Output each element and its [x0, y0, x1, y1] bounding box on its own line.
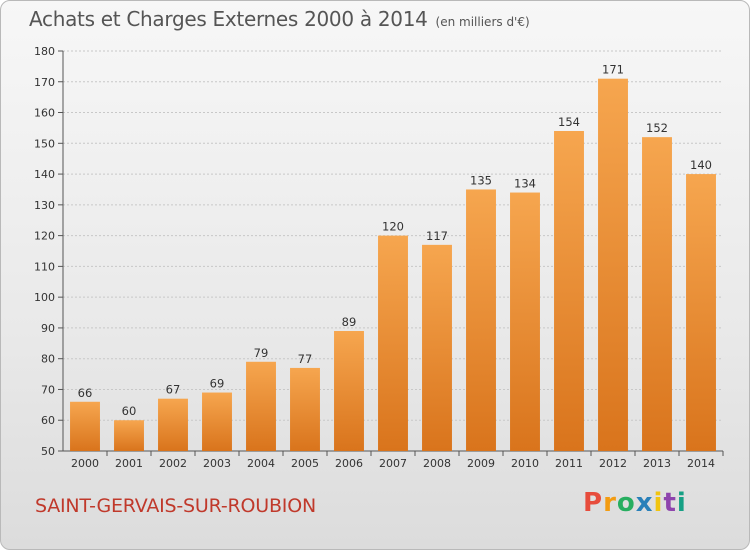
bar-2009 — [466, 189, 496, 451]
data-label-2001: 60 — [122, 404, 137, 418]
data-label-2010: 134 — [514, 177, 536, 191]
data-label-2007: 120 — [382, 220, 404, 234]
y-tick-label: 150 — [34, 137, 55, 150]
bar-2013 — [642, 137, 672, 451]
y-tick-label: 110 — [34, 260, 55, 273]
y-tick-label: 60 — [41, 414, 55, 427]
bar-2000 — [70, 401, 100, 451]
y-tick-label: 160 — [34, 107, 55, 120]
x-tick-label: 2008 — [423, 457, 451, 470]
logo-letter: r — [603, 488, 617, 518]
x-tick-label: 2002 — [159, 457, 187, 470]
y-tick-label: 80 — [41, 353, 55, 366]
x-tick-label: 2000 — [71, 457, 99, 470]
logo-letter: i — [676, 488, 687, 518]
data-label-2009: 135 — [470, 173, 492, 187]
x-tick-label: 2011 — [555, 457, 583, 470]
logo-letter: i — [653, 488, 664, 518]
x-tick-label: 2003 — [203, 457, 231, 470]
x-tick-label: 2013 — [643, 457, 671, 470]
bar-2014 — [686, 174, 716, 452]
x-tick-label: 2004 — [247, 457, 275, 470]
x-tick-label: 2009 — [467, 457, 495, 470]
logo-letter: x — [635, 488, 654, 518]
y-tick-label: 70 — [41, 383, 55, 396]
y-tick-label: 140 — [34, 168, 55, 181]
chart-unit: (en milliers d'€) — [435, 15, 530, 29]
x-tick-label: 2006 — [335, 457, 363, 470]
bar-2006 — [334, 331, 364, 451]
commune-name: SAINT-GERVAIS-SUR-ROUBION — [35, 495, 316, 517]
bar-2012 — [598, 78, 628, 451]
x-tick-label: 2010 — [511, 457, 539, 470]
data-label-2011: 154 — [558, 115, 580, 129]
x-tick-label: 2014 — [687, 457, 715, 470]
labels: 2000 66 2001 60 2002 67 2003 69 2004 79 2005 77 2006… — [71, 63, 715, 470]
bars — [70, 78, 716, 452]
data-label-2004: 79 — [254, 346, 269, 360]
data-label-2002: 67 — [166, 383, 181, 397]
data-label-2000: 66 — [78, 386, 93, 400]
bar-2007 — [378, 235, 408, 451]
logo-letter: P — [583, 488, 604, 518]
y-tick-label: 100 — [34, 291, 55, 304]
data-label-2014: 140 — [690, 158, 712, 172]
logo-letter: t — [663, 488, 677, 518]
axes: 50 60 70 80 90 100 110 120 130 140 150 160 170 180 — [34, 45, 724, 458]
data-label-2008: 117 — [426, 229, 448, 243]
bar-2004 — [246, 361, 276, 451]
bar-2002 — [158, 398, 188, 451]
proxiti-logo[interactable]: Proxiti — [583, 488, 687, 518]
x-tick-label: 2007 — [379, 457, 407, 470]
x-tick-label: 2001 — [115, 457, 143, 470]
bar-2008 — [422, 244, 452, 451]
logo-letter: o — [616, 488, 636, 518]
data-label-2012: 171 — [602, 63, 624, 77]
y-tick-label: 90 — [41, 322, 55, 335]
x-tick-label: 2012 — [599, 457, 627, 470]
y-tick-label: 50 — [41, 445, 55, 458]
bar-2005 — [290, 367, 320, 451]
bar-2010 — [510, 192, 540, 452]
y-tick-label: 170 — [34, 76, 55, 89]
chart-title-text: Achats et Charges Externes 2000 à 2014 — [29, 7, 428, 31]
y-tick-label: 180 — [34, 45, 55, 58]
chart-title: Achats et Charges Externes 2000 à 2014 (e… — [29, 7, 530, 31]
data-label-2013: 152 — [646, 121, 668, 135]
data-label-2006: 89 — [342, 315, 357, 329]
data-label-2003: 69 — [210, 377, 225, 391]
data-label-2005: 77 — [298, 352, 313, 366]
x-tick-label: 2005 — [291, 457, 319, 470]
bar-2011 — [554, 131, 584, 451]
y-tick-label: 130 — [34, 199, 55, 212]
bar-2001 — [114, 420, 144, 451]
y-tick-label: 120 — [34, 230, 55, 243]
bar-2003 — [202, 392, 232, 451]
